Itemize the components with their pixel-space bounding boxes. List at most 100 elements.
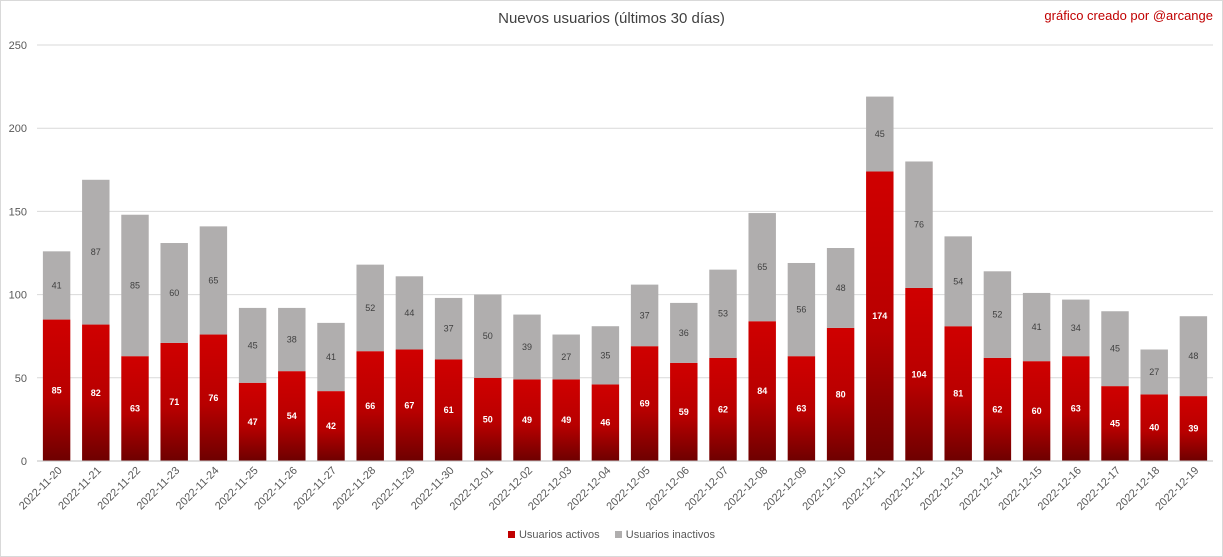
data-label-inactive: 38 [287, 335, 297, 345]
data-label-inactive: 56 [796, 305, 806, 315]
data-label-active: 47 [248, 417, 258, 427]
legend-item-active: Usuarios activos [507, 529, 600, 541]
data-label-inactive: 44 [404, 308, 414, 318]
bar-active [866, 171, 894, 462]
data-label-inactive: 39 [522, 342, 532, 352]
bar-active [317, 391, 345, 461]
bar-active [709, 357, 737, 461]
data-label-inactive: 50 [483, 331, 493, 341]
data-label-active: 60 [1032, 406, 1042, 416]
bar-inactive [1022, 292, 1051, 362]
data-label-inactive: 52 [992, 310, 1002, 320]
bar-inactive [513, 314, 541, 380]
bar-inactive [317, 322, 345, 392]
bar-active [1179, 396, 1208, 461]
data-label-active: 76 [208, 393, 218, 403]
x-axis: 2022-11-202022-11-212022-11-222022-11-23… [17, 460, 1213, 513]
data-label-inactive: 54 [953, 276, 963, 286]
bar-active [630, 346, 659, 461]
legend-label-active: Usuarios activos [518, 529, 600, 541]
data-label-active: 81 [953, 389, 963, 399]
y-axis: 0 50 100 150 200 250 [9, 40, 27, 468]
bar-inactive [787, 262, 816, 357]
bar-active [1101, 386, 1129, 461]
y-tick-label: 200 [9, 123, 27, 135]
bar-active [278, 371, 306, 461]
data-label-inactive: 45 [248, 340, 258, 350]
data-label-active: 71 [169, 397, 179, 407]
chart-title: Nuevos usuarios (últimos 30 días) [498, 10, 725, 27]
bar-active [552, 379, 580, 461]
bar-inactive [591, 326, 620, 385]
data-label-inactive: 34 [1071, 323, 1081, 333]
bar-active [356, 351, 384, 461]
bar-active [1022, 361, 1051, 461]
bar-inactive [199, 226, 228, 335]
bar-active [1062, 356, 1090, 461]
bar-inactive [748, 213, 776, 322]
data-label-inactive: 48 [1188, 351, 1198, 361]
data-label-active: 63 [796, 404, 806, 414]
data-label-active: 104 [911, 369, 926, 379]
bar-active [905, 287, 933, 461]
data-label-inactive: 85 [130, 280, 140, 290]
data-label-inactive: 36 [679, 328, 689, 338]
bar-active [82, 324, 110, 461]
data-label-active: 67 [404, 400, 414, 410]
bar-inactive [1179, 316, 1208, 397]
bar-active [434, 359, 463, 461]
data-label-inactive: 41 [326, 352, 336, 362]
data-label-active: 174 [872, 311, 887, 321]
data-label-inactive: 37 [640, 310, 650, 320]
bar-active [474, 377, 502, 461]
bar-inactive [905, 161, 933, 288]
legend: Usuarios activos Usuarios inactivos [0, 529, 1223, 541]
bar-active [42, 319, 71, 461]
bar-active [1140, 394, 1168, 461]
bar-active [983, 357, 1012, 461]
data-label-active: 50 [483, 414, 493, 424]
bar-active [591, 384, 620, 461]
bar-active [787, 356, 816, 461]
data-label-active: 40 [1149, 423, 1159, 433]
data-label-active: 49 [561, 415, 571, 425]
bar-inactive [121, 214, 149, 357]
bar-inactive [1101, 311, 1129, 387]
data-label-active: 63 [130, 404, 140, 414]
bar-inactive [866, 96, 894, 172]
bar-inactive [278, 307, 306, 372]
bar-active [395, 349, 424, 461]
bar-inactive [42, 251, 71, 320]
data-label-active: 63 [1071, 404, 1081, 414]
data-label-active: 45 [1110, 419, 1120, 429]
data-label-active: 84 [757, 386, 767, 396]
data-label-inactive: 37 [444, 324, 454, 334]
bar-inactive [826, 248, 855, 328]
bar-inactive [395, 276, 424, 350]
data-label-inactive: 45 [1110, 344, 1120, 354]
data-label-active: 54 [287, 411, 297, 421]
bar-inactive [356, 264, 384, 352]
data-label-inactive: 60 [169, 288, 179, 298]
y-tick-label: 250 [9, 40, 27, 52]
bar-active [199, 334, 228, 461]
bar-active [121, 356, 149, 461]
data-label-active: 49 [522, 415, 532, 425]
data-label-active: 59 [679, 407, 689, 417]
bars: 85 41 82 87 63 85 71 60 76 65 47 45 54 38 42 41 66 52 67 44… [42, 96, 1208, 462]
legend-swatch-inactive [614, 530, 622, 538]
bar-active [160, 342, 188, 461]
data-label-active: 82 [91, 388, 101, 398]
bar-inactive [552, 334, 580, 380]
data-label-inactive: 41 [52, 280, 62, 290]
bar-active [238, 382, 267, 461]
data-label-active: 61 [444, 405, 454, 415]
bar-active [748, 321, 776, 461]
legend-swatch-active [507, 530, 515, 538]
bar-inactive [709, 269, 737, 358]
bar-inactive [160, 243, 188, 343]
data-label-inactive: 53 [718, 309, 728, 319]
bar-inactive [474, 294, 502, 378]
data-label-inactive: 27 [1149, 367, 1159, 377]
bar-inactive [944, 236, 972, 327]
